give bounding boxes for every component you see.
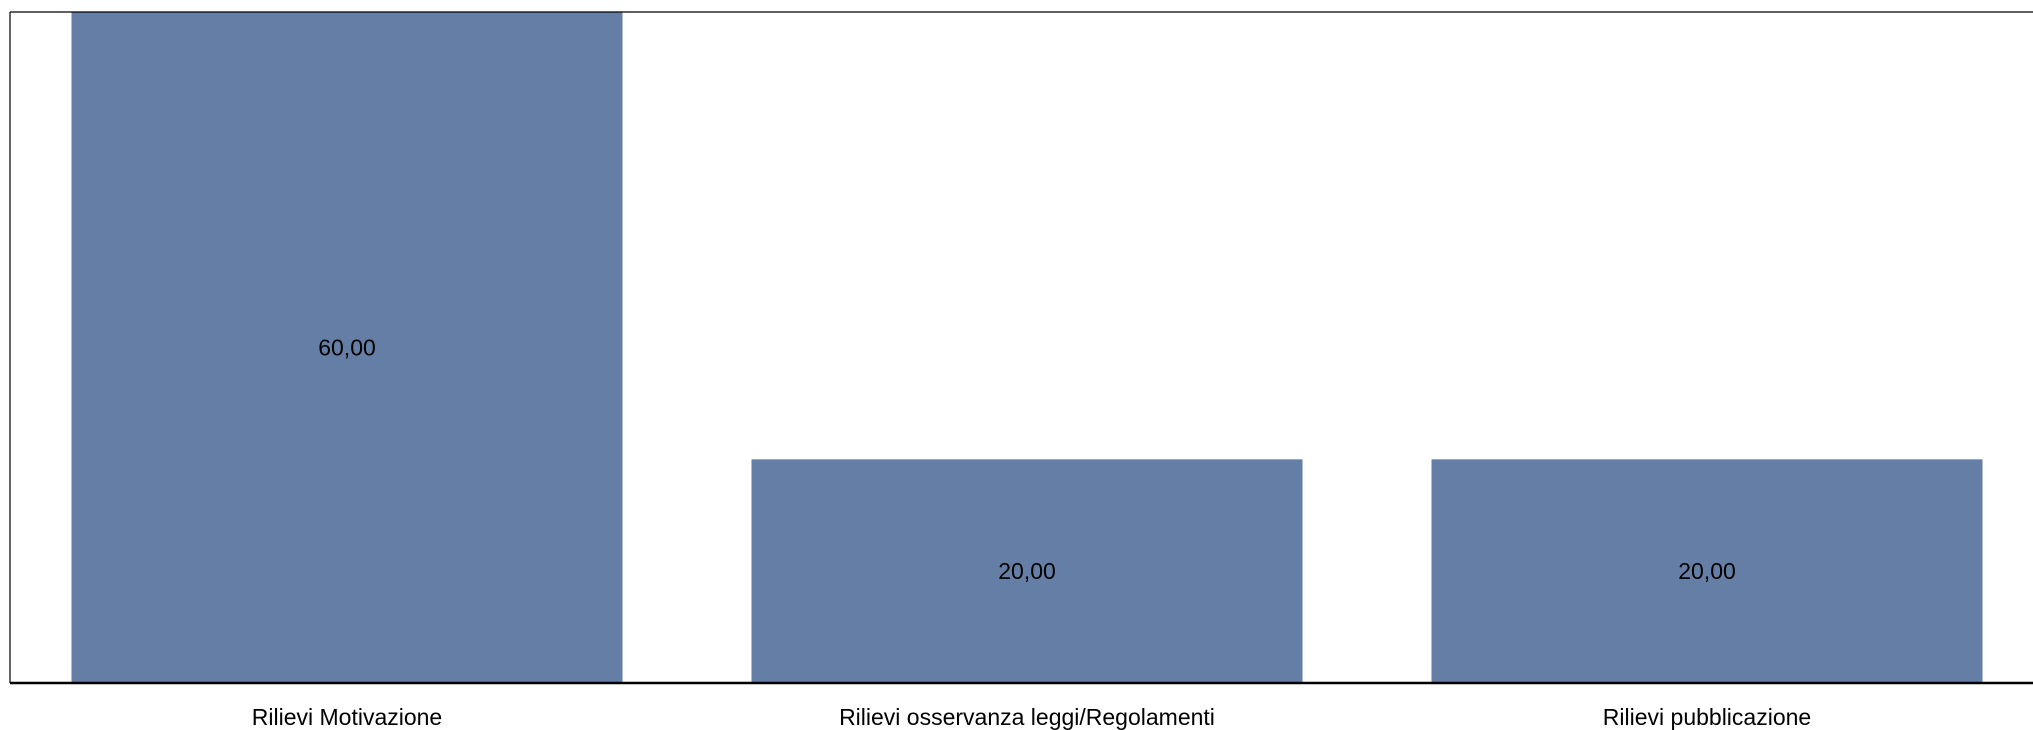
x-tick-label: Rilievi pubblicazione — [1603, 704, 1811, 730]
bar-3 — [1431, 459, 1983, 683]
plot-frame — [9, 11, 2033, 685]
bar-value-label: 20,00 — [998, 558, 1056, 584]
value-labels-group: 60,00 20,00 20,00 — [318, 335, 1736, 585]
bars-group — [71, 12, 1983, 683]
bar-1 — [71, 12, 623, 683]
bar-2 — [751, 459, 1303, 683]
bar-value-label: 60,00 — [318, 335, 376, 361]
x-tick-label: Rilievi Motivazione — [252, 704, 442, 730]
x-tick-label: Rilievi osservanza leggi/Regolamenti — [839, 704, 1215, 730]
x-tick-labels-group: Rilievi Motivazione Rilievi osservanza le… — [252, 704, 1811, 730]
bar-value-label: 20,00 — [1678, 558, 1736, 584]
